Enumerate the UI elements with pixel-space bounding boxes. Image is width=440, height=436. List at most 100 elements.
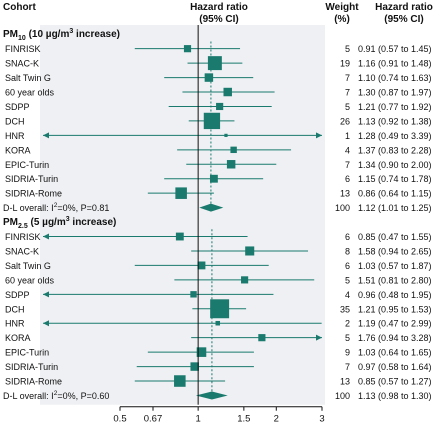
study-label: SNAC-K (5, 59, 39, 69)
x-tick-label: 0.67 (144, 414, 163, 425)
study-hr-text: 0.86 (0.64 to 1.15) (358, 189, 432, 199)
study-hr-text: 1.10 (0.74 to 1.63) (358, 73, 432, 83)
study-label: Salt Twin G (5, 261, 51, 271)
overall-label: D-L overall: I2=0%, P=0.60 (3, 390, 109, 401)
study-row: SIDRIA-Rome 13 0.86 (0.64 to 1.15) (5, 187, 432, 199)
weight-box (216, 102, 224, 111)
weight-box (190, 362, 199, 371)
study-hr-text: 1.30 (0.87 to 1.97) (358, 88, 432, 98)
x-tick-label: 2 (274, 414, 279, 425)
study-row: HNR 2 1.19 (0.47 to 2.99) (5, 319, 432, 329)
study-weight: 5 (345, 333, 350, 343)
weight-box (226, 160, 236, 169)
overall-row: D-L overall: I2=0%, P=0.60 100 1.13 (0.98 … (3, 390, 432, 401)
study-hr-text: 1.51 (0.81 to 2.80) (358, 275, 432, 285)
hrtext-header-line1: Hazard ratio (375, 2, 433, 13)
study-weight: 5 (345, 44, 350, 54)
study-weight: 7 (345, 88, 350, 98)
study-hr-text: 0.96 (0.48 to 1.95) (358, 290, 432, 300)
weight-box (223, 87, 232, 97)
overall-hr-text: 1.13 (0.98 to 1.30) (358, 391, 432, 401)
weight-box (245, 246, 255, 256)
weight-box (174, 375, 186, 387)
weight-box (203, 112, 221, 130)
study-label: 60 year olds (5, 88, 55, 98)
section-title: PM2.5 (5 µg/m3 increase) (3, 216, 116, 230)
study-label: EPIC-Turin (5, 348, 49, 358)
study-row: SNAC-K 8 1.58 (0.94 to 2.65) (5, 246, 432, 256)
study-weight: 4 (345, 290, 350, 300)
ci-arrow-left (43, 233, 49, 240)
study-label: KORA (5, 333, 31, 343)
study-hr-text: 1.37 (0.83 to 2.28) (358, 145, 432, 155)
study-row: KORA 5 1.76 (0.94 to 3.28) (5, 333, 432, 343)
study-row: SDPP 5 1.21 (0.77 to 1.92) (5, 102, 432, 112)
hr-header-line2: (95% CI) (199, 14, 238, 25)
overall-label: D-L overall: I2=0%, P=0.81 (3, 202, 109, 213)
ci-arrow-left (43, 291, 49, 298)
study-weight: 5 (345, 275, 350, 285)
study-label: SIDRIA-Rome (5, 377, 62, 387)
study-hr-text: 1.13 (0.92 to 1.38) (358, 116, 432, 126)
weight-box (230, 146, 237, 154)
study-label: SNAC-K (5, 246, 39, 256)
study-hr-text: 0.97 (0.58 to 1.64) (358, 362, 432, 372)
weight-box (215, 320, 221, 326)
x-tick-label: 0.5 (113, 414, 126, 425)
overall-diamond (195, 391, 228, 400)
cohort-header: Cohort (3, 2, 36, 13)
study-label: 60 year olds (5, 275, 55, 285)
study-row: DCH 35 1.21 (0.95 to 1.53) (5, 299, 432, 319)
x-tick-label: 3 (319, 414, 324, 425)
study-row: FINRISK 5 0.91 (0.57 to 1.45) (5, 44, 432, 54)
study-weight: 8 (345, 246, 350, 256)
study-label: SDPP (5, 290, 30, 300)
study-weight: 9 (345, 348, 350, 358)
study-weight: 26 (340, 116, 350, 126)
study-hr-text: 0.85 (0.57 to 1.27) (358, 377, 432, 387)
study-weight: 6 (345, 174, 350, 184)
weight-box (197, 261, 206, 270)
study-hr-text: 1.34 (0.90 to 2.00) (358, 160, 432, 170)
weight-box (175, 187, 187, 199)
study-weight: 6 (345, 261, 350, 271)
study-hr-text: 1.58 (0.94 to 2.65) (358, 246, 432, 256)
study-label: EPIC-Turin (5, 160, 49, 170)
study-weight: 6 (345, 232, 350, 242)
study-hr-text: 1.03 (0.57 to 1.87) (358, 261, 432, 271)
weight-box (175, 232, 184, 241)
study-hr-text: 1.21 (0.77 to 1.92) (358, 102, 432, 112)
overall-hr-text: 1.12 (1.01 to 1.25) (358, 203, 432, 213)
study-label: Salt Twin G (5, 73, 51, 83)
overall-weight: 100 (335, 391, 350, 401)
ci-arrow-right (316, 132, 322, 139)
study-hr-text: 0.91 (0.57 to 1.45) (358, 44, 432, 54)
study-row: SDPP 4 0.96 (0.48 to 1.95) (5, 290, 432, 300)
x-tick-label: 1 (195, 414, 200, 425)
study-row: HNR 1 1.28 (0.49 to 3.39) (5, 131, 432, 141)
study-weight: 13 (340, 189, 350, 199)
study-row: SIDRIA-Rome 13 0.85 (0.57 to 1.27) (5, 375, 432, 387)
study-weight: 7 (345, 362, 350, 372)
study-row: SIDRIA-Turin 6 1.15 (0.74 to 1.78) (5, 174, 432, 184)
study-hr-text: 1.76 (0.94 to 3.28) (358, 333, 432, 343)
weight-box (241, 276, 249, 284)
study-weight: 4 (345, 145, 350, 155)
weight-box (224, 133, 228, 137)
study-hr-text: 0.85 (0.47 to 1.55) (358, 232, 432, 242)
study-row: Salt Twin G 7 1.10 (0.74 to 1.63) (5, 73, 432, 83)
hr-header-line1: Hazard ratio (190, 2, 248, 13)
weight-box (196, 347, 207, 357)
study-weight: 1 (345, 131, 350, 141)
plot-panel (40, 25, 325, 405)
study-label: FINRISK (5, 232, 41, 242)
ci-arrow-left (43, 320, 49, 327)
overall-diamond (199, 203, 224, 212)
study-hr-text: 1.19 (0.47 to 2.99) (358, 319, 432, 329)
study-hr-text: 1.16 (0.91 to 1.48) (358, 59, 432, 69)
weight-box (209, 174, 218, 183)
study-weight: 2 (345, 319, 350, 329)
study-row: EPIC-Turin 9 1.03 (0.64 to 1.65) (5, 347, 432, 358)
study-weight: 7 (345, 73, 350, 83)
weight-box (190, 291, 197, 298)
